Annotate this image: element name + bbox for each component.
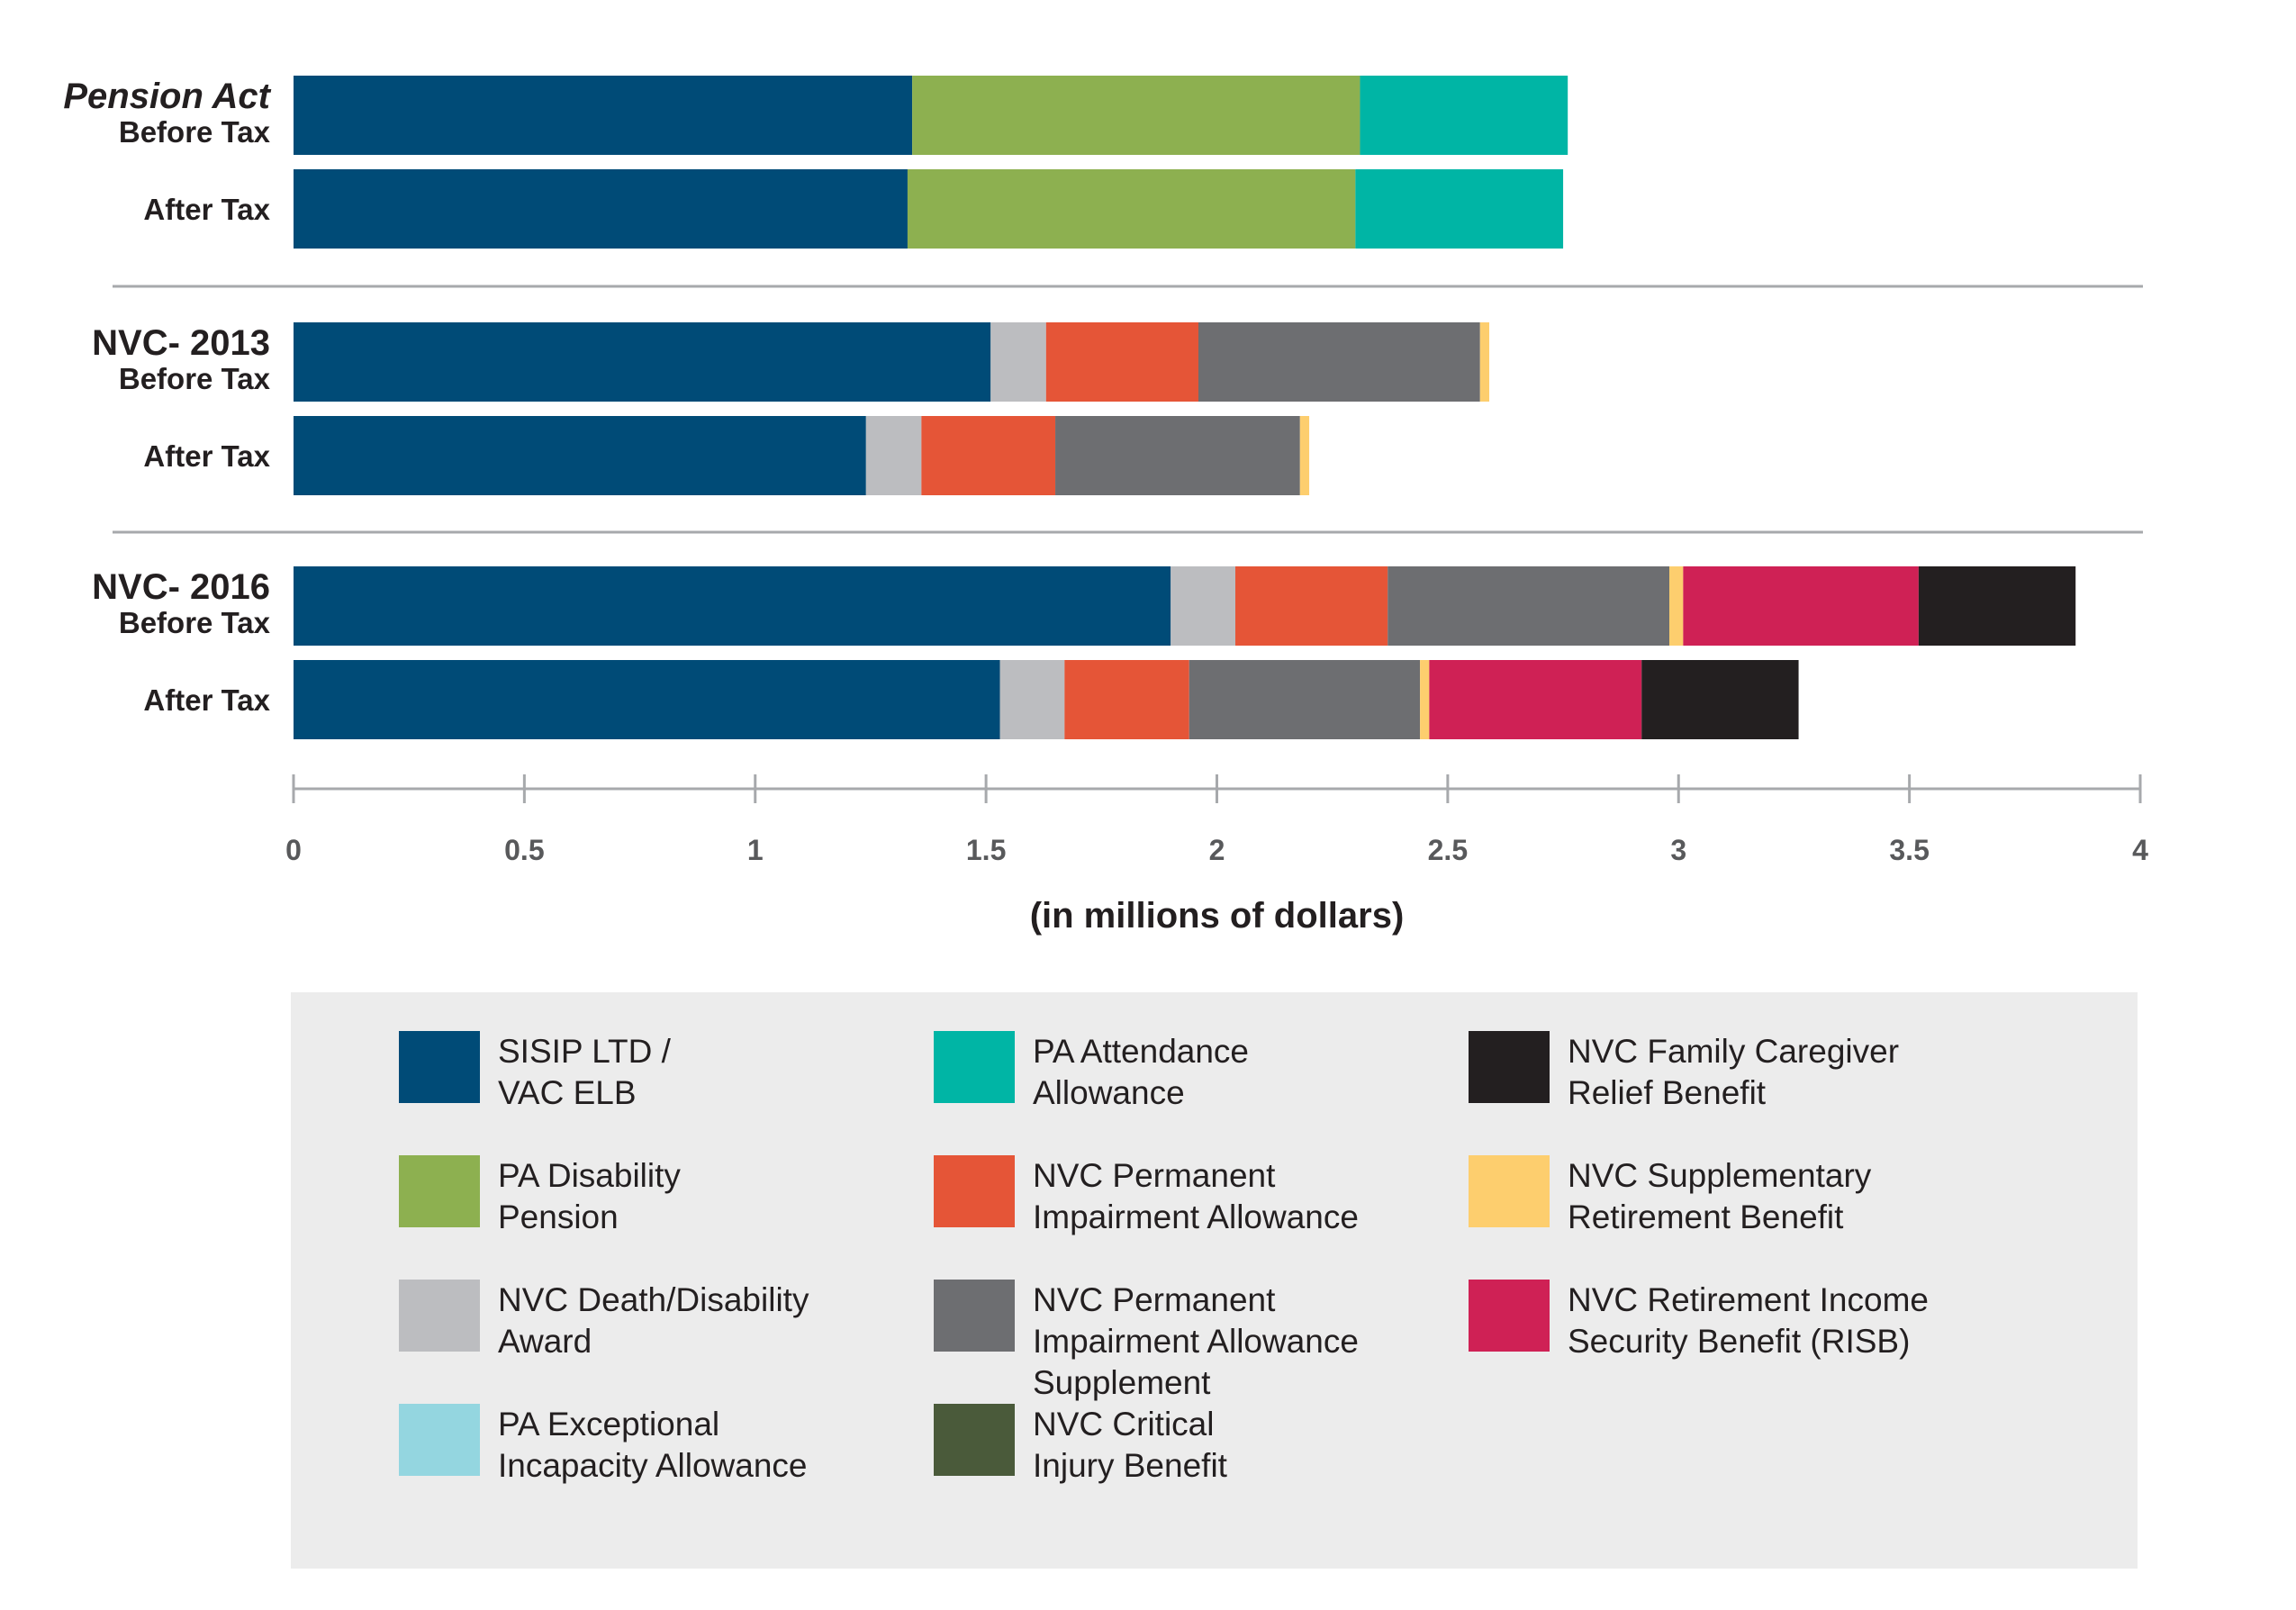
x-tick-label: 3 xyxy=(1670,834,1686,866)
legend-label: PA Disability Pension xyxy=(498,1157,681,1235)
bar-segment-nvc-2016-before-tax-pia xyxy=(1235,566,1388,646)
bar-segment-nvc-2016-before-tax-death_disability xyxy=(1171,566,1236,646)
bar-label-nvc-2016-after-tax: After Tax xyxy=(143,683,270,717)
bar-segment-pension-act-after-tax-sisip xyxy=(294,169,908,249)
bar-segment-nvc-2016-after-tax-sisip xyxy=(294,660,1000,739)
group-label-nvc-2013: NVC- 2013 xyxy=(92,323,270,363)
bar-segment-pension-act-before-tax-pa_disability xyxy=(912,76,1360,155)
legend-swatch xyxy=(1469,1155,1550,1227)
bar-segment-nvc-2013-after-tax-death_disability xyxy=(865,416,922,495)
group-label-pension-act: Pension Act xyxy=(63,77,271,116)
bar-segment-nvc-2016-after-tax-caregiver xyxy=(1641,660,1799,739)
bar-segment-nvc-2016-before-tax-pia_supplement xyxy=(1388,566,1669,646)
legend-label: NVC Critical Injury Benefit xyxy=(1033,1406,1227,1484)
legend-item-caregiver: NVC Family Caregiver Relief Benefit xyxy=(1469,1031,1991,1114)
bar-segment-pension-act-after-tax-pa_attendance xyxy=(1355,169,1564,249)
legend-item-death_disability: NVC Death/Disability Award xyxy=(399,1280,921,1362)
legend-item-srb: NVC Supplementary Retirement Benefit xyxy=(1469,1155,1991,1238)
legend-swatch xyxy=(1469,1280,1550,1352)
legend-item-pa_attendance: PA Attendance Allowance xyxy=(934,1031,1456,1114)
legend-swatch xyxy=(399,1280,480,1352)
bar-segment-nvc-2013-before-tax-pia xyxy=(1045,322,1198,402)
legend-label: NVC Permanent Impairment Allowance xyxy=(1033,1157,1359,1235)
bar-label-pension-act-after-tax: After Tax xyxy=(143,193,270,226)
legend-item-pia: NVC Permanent Impairment Allowance xyxy=(934,1155,1456,1238)
bar-segment-nvc-2013-before-tax-pia_supplement xyxy=(1198,322,1480,402)
bar-segment-nvc-2013-before-tax-death_disability xyxy=(990,322,1046,402)
legend-label: NVC Death/Disability Award xyxy=(498,1281,809,1360)
bar-segment-pension-act-before-tax-sisip xyxy=(294,76,913,155)
bar-segment-nvc-2013-before-tax-sisip xyxy=(294,322,991,402)
legend-label: NVC Supplementary Retirement Benefit xyxy=(1568,1157,1872,1235)
bar-label-nvc-2013-after-tax: After Tax xyxy=(143,439,270,473)
bar-segment-nvc-2016-before-tax-srb xyxy=(1668,566,1684,646)
x-tick-label: 4 xyxy=(2132,834,2148,866)
x-tick-label: 3.5 xyxy=(1889,834,1929,866)
legend-item-risb: NVC Retirement Income Security Benefit (… xyxy=(1469,1280,1991,1362)
legend-label: NVC Permanent Impairment Allowance Suppl… xyxy=(1033,1281,1359,1401)
legend-label: PA Attendance Allowance xyxy=(1033,1033,1250,1111)
bar-segment-nvc-2013-after-tax-pia_supplement xyxy=(1055,416,1300,495)
legend-label: SISIP LTD / VAC ELB xyxy=(498,1033,671,1111)
legend-swatch xyxy=(1469,1031,1550,1103)
legend: SISIP LTD / VAC ELB PA Disability Pension… xyxy=(291,992,2138,1569)
legend-swatch xyxy=(934,1280,1015,1352)
legend-swatch xyxy=(934,1031,1015,1103)
legend-label: PA Exceptional Incapacity Allowance xyxy=(498,1406,808,1484)
bar-segment-nvc-2013-after-tax-sisip xyxy=(294,416,866,495)
x-tick-label: 2 xyxy=(1209,834,1225,866)
legend-swatch xyxy=(399,1155,480,1227)
legend-item-sisip: SISIP LTD / VAC ELB xyxy=(399,1031,921,1114)
bar-segment-nvc-2016-before-tax-caregiver xyxy=(1918,566,2076,646)
bar-label-nvc-2016-before-tax: Before Tax xyxy=(119,606,271,639)
bar-segment-pension-act-before-tax-pa_attendance xyxy=(1360,76,1568,155)
legend-swatch xyxy=(399,1031,480,1103)
bar-segment-nvc-2013-before-tax-srb xyxy=(1479,322,1490,402)
legend-swatch xyxy=(934,1155,1015,1227)
legend-item-pia_supplement: NVC Permanent Impairment Allowance Suppl… xyxy=(934,1280,1456,1404)
x-axis-label: (in millions of dollars) xyxy=(1030,896,1405,936)
bar-segment-nvc-2016-after-tax-death_disability xyxy=(999,660,1065,739)
bar-segment-pension-act-after-tax-pa_disability xyxy=(907,169,1356,249)
group-label-nvc-2016: NVC- 2016 xyxy=(92,567,270,607)
bar-label-pension-act-before-tax: Before Tax xyxy=(119,115,271,149)
x-tick-label: 1.5 xyxy=(966,834,1006,866)
x-tick-label: 2.5 xyxy=(1428,834,1468,866)
legend-item-pa_exceptional: PA Exceptional Incapacity Allowance xyxy=(399,1404,921,1487)
bar-segment-nvc-2016-after-tax-pia xyxy=(1064,660,1189,739)
legend-item-critical_injury: NVC Critical Injury Benefit xyxy=(934,1404,1456,1487)
bar-segment-nvc-2016-after-tax-risb xyxy=(1429,660,1642,739)
x-tick-label: 1 xyxy=(747,834,764,866)
x-tick-label: 0.5 xyxy=(504,834,544,866)
legend-label: NVC Retirement Income Security Benefit (… xyxy=(1568,1281,1929,1360)
bar-segment-nvc-2013-after-tax-srb xyxy=(1299,416,1310,495)
legend-swatch xyxy=(399,1404,480,1476)
legend-swatch xyxy=(934,1404,1015,1476)
legend-label: NVC Family Caregiver Relief Benefit xyxy=(1568,1033,1900,1111)
legend-item-pa_disability: PA Disability Pension xyxy=(399,1155,921,1238)
bar-label-nvc-2013-before-tax: Before Tax xyxy=(119,362,271,395)
bar-segment-nvc-2013-after-tax-pia xyxy=(921,416,1056,495)
bar-segment-nvc-2016-after-tax-srb xyxy=(1420,660,1430,739)
bar-segment-nvc-2016-before-tax-risb xyxy=(1683,566,1919,646)
bar-segment-nvc-2016-after-tax-pia_supplement xyxy=(1189,660,1421,739)
x-tick-label: 0 xyxy=(285,834,302,866)
bar-segment-nvc-2016-before-tax-sisip xyxy=(294,566,1171,646)
